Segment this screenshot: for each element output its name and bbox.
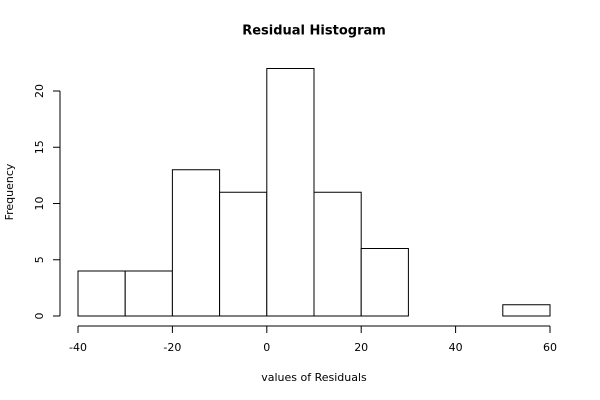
y-axis-label: Frequency [3,163,16,220]
y-tick-label: 20 [33,84,46,98]
x-tick-label: 20 [354,341,368,354]
x-axis-label: values of Residuals [261,371,367,384]
bar [124,270,173,317]
y-tick-label: 0 [33,313,46,320]
bar [502,304,551,317]
x-tick-label: 60 [543,341,557,354]
y-tick-label: 5 [33,256,46,263]
bar [219,191,268,317]
chart-title: Residual Histogram [242,24,386,39]
x-tick-label: -20 [163,341,181,354]
x-tick-label: -40 [69,341,87,354]
bar [360,248,409,317]
y-tick-label: 15 [33,140,46,154]
y-tick-label: 10 [33,197,46,211]
bar [266,68,315,317]
bar [313,191,362,317]
bar [171,169,221,317]
x-tick-label: 40 [449,341,463,354]
bar [77,270,126,317]
x-tick-label: 0 [263,341,270,354]
